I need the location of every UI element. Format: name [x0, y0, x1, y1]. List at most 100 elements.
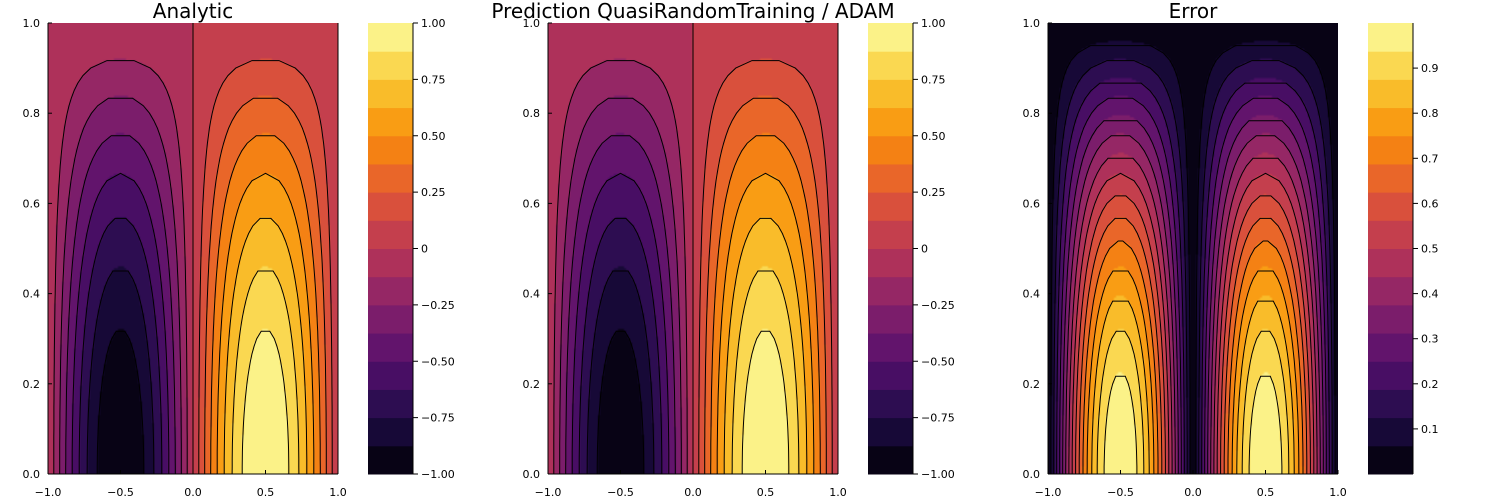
- contour-lines: [1050, 45, 1336, 475]
- colorbar-segment: [868, 304, 913, 334]
- contour-line: [559, 97, 682, 474]
- colorbar-segment: [368, 361, 413, 390]
- colorbar-tick-label: 0.4: [1421, 288, 1439, 301]
- colorbar: 0.1 0.2 0.3 0.4 0.5 0.6 0.7 0.8 0.9: [1368, 23, 1439, 475]
- contour-line: [65, 135, 176, 474]
- colorbar-segment: [368, 192, 413, 221]
- y-tick-label: 0.8: [23, 107, 41, 120]
- colorbar-segment: [368, 23, 413, 52]
- colorbar-tick-label: −1.00: [421, 468, 455, 481]
- contour-line: [1241, 330, 1290, 474]
- colorbar-tick-label: 0.75: [921, 73, 946, 86]
- contour-line: [1075, 195, 1166, 474]
- contour-fill: [1048, 23, 1338, 474]
- contour-line: [723, 217, 808, 474]
- y-tick-label: 0.6: [23, 197, 41, 210]
- chart-title: Analytic: [153, 0, 233, 23]
- y-tick-label: 0.4: [23, 288, 41, 301]
- contour-line: [223, 217, 308, 474]
- contour-line: [1198, 60, 1333, 474]
- x-tick-label: 0.5: [757, 486, 775, 499]
- contour-line: [71, 172, 170, 474]
- y-tick-label: 1.0: [523, 17, 541, 30]
- x-tick-label: 0.5: [1257, 486, 1275, 499]
- colorbar-segment: [1368, 135, 1413, 165]
- contour-line: [86, 270, 155, 475]
- contour-line: [78, 217, 163, 474]
- colorbar-segment: [368, 417, 413, 447]
- contour-line: [1213, 157, 1318, 474]
- colorbar-tick-label: 0.25: [921, 186, 946, 199]
- contour-line: [741, 330, 790, 474]
- colorbar-segment: [868, 220, 913, 249]
- y-tick-label: 0.6: [1023, 197, 1041, 210]
- colorbar-tick-label: −0.75: [421, 412, 455, 425]
- colorbar-tick-label: 0: [421, 243, 428, 256]
- colorbar-tick-label: 0.9: [1421, 62, 1439, 75]
- y-tick-label: 0.2: [1023, 378, 1041, 391]
- x-tick-label: −0.5: [1107, 486, 1134, 499]
- contour-line: [1091, 300, 1150, 474]
- colorbar-tick-label: 0.6: [1421, 197, 1439, 210]
- colorbar-segment: [1368, 333, 1413, 362]
- colorbar-segment: [368, 135, 413, 165]
- contour-line: [96, 330, 145, 474]
- colorbar-segment: [868, 389, 913, 419]
- y-tick-label: 0.4: [1023, 288, 1041, 301]
- colorbar-tick-label: −0.25: [921, 299, 955, 312]
- x-tick-label: 1.0: [829, 486, 847, 499]
- chart-title: Prediction QuasiRandomTraining / ADAM: [491, 0, 894, 23]
- contour-line: [1201, 82, 1330, 474]
- panel-1: −1.0 −0.5 0.0 0.5 1.0 0.0 0.2 0.4 0.6 0.8 1.0 Analy…: [23, 0, 455, 499]
- contour-line: [1236, 300, 1295, 474]
- y-tick-label: 0.2: [523, 378, 541, 391]
- contour-line: [1223, 217, 1308, 474]
- y-tick-label: 1.0: [23, 17, 41, 30]
- contour-line: [704, 97, 827, 474]
- contour-line: [1096, 330, 1145, 474]
- colorbar-segment: [1368, 163, 1413, 193]
- colorbar: −1.00 −0.75 −0.50 −0.25 0 0.25 0.50 0.75 1.00: [868, 17, 955, 481]
- y-tick-label: 0.0: [523, 468, 541, 481]
- colorbar-segment: [868, 445, 913, 475]
- colorbar-tick-label: 0: [921, 243, 928, 256]
- contour-line: [716, 172, 815, 474]
- contour-line: [1062, 120, 1179, 474]
- colorbar-segment: [1368, 248, 1413, 278]
- contour-line: [698, 60, 833, 474]
- colorbar-segment: [368, 445, 413, 475]
- contour-line: [1082, 240, 1159, 474]
- y-tick-label: 0.8: [1023, 107, 1041, 120]
- colorbar-segment: [868, 79, 913, 109]
- colorbar-segment: [1368, 417, 1413, 447]
- contour-line: [731, 270, 800, 475]
- contour-line: [710, 135, 821, 474]
- colorbar-segment: [868, 163, 913, 193]
- colorbar-segment: [868, 417, 913, 447]
- contour-line: [1220, 195, 1311, 474]
- contour-line: [1207, 120, 1324, 474]
- contour-line: [210, 135, 321, 474]
- colorbar-tick-label: 0.3: [1421, 333, 1439, 346]
- contour-line: [216, 172, 315, 474]
- panel-2: −1.0 −0.5 0.0 0.5 1.00.00.20.40.60.81.0Predi…: [491, 0, 954, 499]
- y-tick-label: 0.4: [523, 288, 541, 301]
- contour-line: [571, 172, 670, 474]
- colorbar-segment: [368, 248, 413, 278]
- colorbar-segment: [1368, 192, 1413, 221]
- colorbar-segment: [1368, 276, 1413, 306]
- colorbar-tick-label: 0.50: [921, 130, 946, 143]
- colorbar-tick-label: 1.00: [921, 17, 946, 30]
- colorbar-tick-label: 0.1: [1421, 423, 1439, 436]
- x-tick-label: 0.0: [184, 486, 202, 499]
- contour-line: [59, 97, 182, 474]
- panels: −1.0 −0.5 0.0 0.5 1.0 0.0 0.2 0.4 0.6 0.8 1.0 Analy…: [23, 0, 1439, 499]
- contour-line: [1204, 97, 1327, 474]
- contour-line: [1216, 172, 1315, 474]
- colorbar-tick-label: 0.50: [421, 130, 446, 143]
- x-tick-label: 0.5: [257, 486, 275, 499]
- contour-line: [1248, 375, 1283, 474]
- contour-line: [1053, 60, 1188, 474]
- colorbar-segment: [368, 276, 413, 306]
